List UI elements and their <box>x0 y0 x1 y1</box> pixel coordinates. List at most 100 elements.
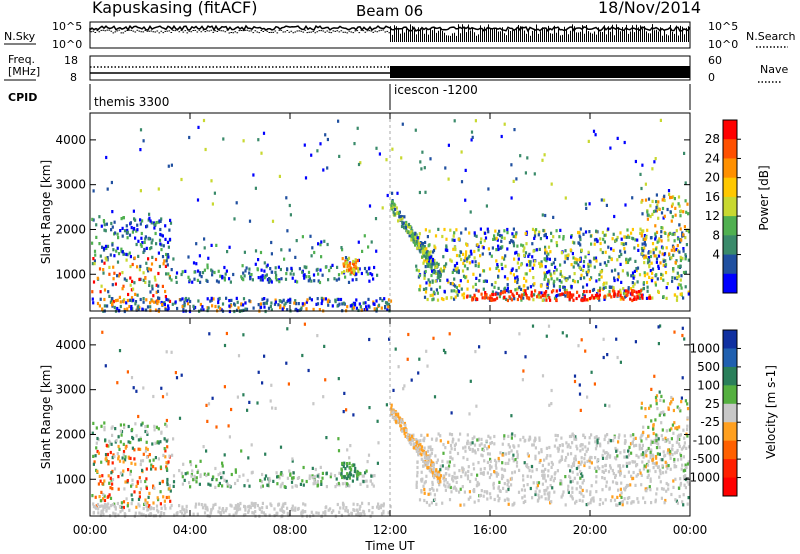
range-cell <box>242 139 245 143</box>
range-cell <box>101 307 104 311</box>
range-cell <box>91 217 94 221</box>
range-cell <box>541 158 544 162</box>
range-cell <box>390 406 393 410</box>
range-cell <box>560 280 563 284</box>
range-cell <box>657 289 660 293</box>
range-cell <box>111 487 114 491</box>
range-cell <box>96 276 99 280</box>
range-cell <box>473 249 476 254</box>
range-cell <box>683 225 686 229</box>
range-cell <box>172 257 175 261</box>
range-cell <box>326 300 329 304</box>
range-cell <box>426 235 429 239</box>
range-cell <box>129 298 132 302</box>
range-cell <box>194 477 197 481</box>
range-cell <box>172 437 175 441</box>
range-cell <box>524 171 527 175</box>
range-cell <box>184 472 187 476</box>
range-cell <box>116 260 120 264</box>
range-cell <box>99 513 102 517</box>
range-cell <box>683 441 686 445</box>
range-cell <box>448 332 451 336</box>
range-cell <box>643 256 646 260</box>
range-cell <box>147 495 150 499</box>
range-cell <box>210 296 213 300</box>
range-cell <box>403 421 406 426</box>
range-cell <box>481 252 484 256</box>
range-cell <box>687 482 690 486</box>
range-cell <box>588 230 591 234</box>
range-cell <box>684 285 687 289</box>
range-cell <box>244 269 247 273</box>
range-cell <box>149 290 152 294</box>
range-cell <box>501 266 504 271</box>
range-cell <box>155 283 158 287</box>
range-cell <box>600 275 603 279</box>
range-cell <box>289 298 292 302</box>
range-cell <box>686 424 689 428</box>
range-cell <box>250 443 253 447</box>
range-cell <box>469 210 472 214</box>
range-cell <box>442 474 445 478</box>
range-cell <box>105 504 108 509</box>
range-cell <box>513 257 516 261</box>
range-cell <box>664 498 667 503</box>
range-cell <box>203 511 207 515</box>
range-cell <box>679 264 682 268</box>
range-cell <box>572 298 575 302</box>
range-cell <box>316 334 319 338</box>
range-cell <box>676 438 679 442</box>
range-cell <box>513 501 516 505</box>
range-cell <box>533 236 536 240</box>
range-cell <box>158 296 161 300</box>
range-cell <box>490 473 493 477</box>
range-cell <box>133 256 136 260</box>
range-cell <box>186 299 189 303</box>
range-cell <box>282 502 285 506</box>
range-cell <box>567 443 570 447</box>
range-cell <box>221 461 224 465</box>
range-cell <box>453 277 456 281</box>
range-cell <box>121 287 124 291</box>
range-cell <box>554 257 557 261</box>
range-cell <box>114 282 117 286</box>
range-cell <box>113 271 116 275</box>
range-cell <box>419 250 422 254</box>
range-cell <box>148 247 152 251</box>
range-cell <box>460 231 463 235</box>
range-cell <box>617 470 620 474</box>
range-cell <box>290 268 293 272</box>
range-cell <box>111 225 114 229</box>
range-cell <box>130 493 133 497</box>
range-cell <box>496 494 499 498</box>
range-cell <box>207 482 210 486</box>
range-cell <box>665 246 668 250</box>
range-cell <box>337 119 340 123</box>
range-cell <box>134 300 138 304</box>
range-cell <box>645 280 649 285</box>
range-cell <box>322 297 325 301</box>
range-cell <box>413 443 417 447</box>
range-cell <box>635 443 638 447</box>
range-cell <box>573 476 576 480</box>
range-cell <box>238 474 241 479</box>
range-cell <box>110 180 113 185</box>
range-cell <box>129 472 132 476</box>
range-cell <box>149 219 152 223</box>
range-cell <box>603 240 606 244</box>
range-cell <box>326 166 329 170</box>
range-cell <box>163 302 166 307</box>
range-cell <box>443 289 446 293</box>
range-cell <box>471 437 474 441</box>
range-cell <box>342 464 345 469</box>
range-cell <box>460 475 463 479</box>
range-cell <box>523 461 526 465</box>
range-cell <box>670 219 673 223</box>
range-cell <box>541 298 544 302</box>
range-cell <box>640 473 643 477</box>
range-cell <box>98 474 101 478</box>
range-cell <box>340 271 344 275</box>
range-cell <box>655 273 658 277</box>
range-cell <box>108 272 111 276</box>
range-cell <box>303 322 306 326</box>
